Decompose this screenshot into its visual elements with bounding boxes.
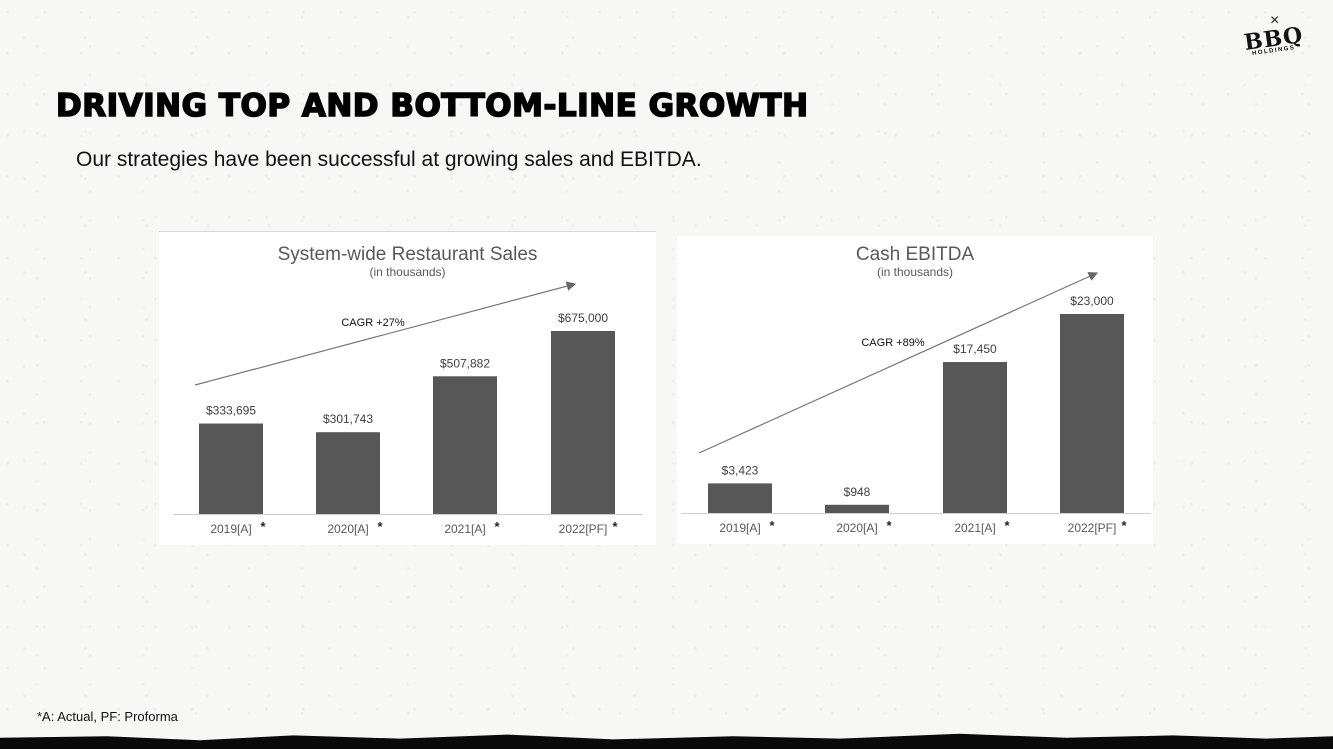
logo-x-mark: × <box>1270 12 1280 29</box>
tick-asterisk: * <box>1121 518 1127 533</box>
footnote: *A: Actual, PF: Proforma <box>37 709 178 724</box>
x-tick-label: 2021[A] <box>954 521 995 535</box>
sales-bar-chart: System-wide Restaurant Sales(in thousand… <box>173 244 643 536</box>
sales-chart-panel: System-wide Restaurant Sales (in thousand… <box>159 231 656 545</box>
bar-2019[A] <box>199 423 263 514</box>
ebitda-bar-chart: Cash EBITDA(in thousands) CAGR +89% $3,423… <box>681 244 1151 535</box>
x-tick-label: 2022[PF] <box>1068 521 1117 535</box>
chart-title: System-wide Restaurant Sales <box>278 244 538 265</box>
chart-subtitle: (in thousands) <box>369 265 445 279</box>
tick-asterisk: * <box>886 518 892 533</box>
ebitda-chart-panel: Cash EBITDA (in thousands) CAGR +89% $3,423… <box>677 236 1153 544</box>
data-label: $3,423 <box>722 463 759 477</box>
cagr-annotation: CAGR +89% <box>861 337 924 349</box>
bar-2020[A] <box>316 432 380 514</box>
cagr-trend-arrow <box>194 281 577 386</box>
x-tick-label: 2019[A] <box>210 522 251 536</box>
data-label: $507,882 <box>440 356 490 370</box>
page-subtitle: Our strategies have been successful at g… <box>76 148 702 171</box>
tick-asterisk: * <box>377 519 383 534</box>
bbq-holdings-logo: × BBQ HOLDINGS <box>1238 12 1316 60</box>
cagr-trend-arrow <box>698 272 1099 454</box>
x-tick-label: 2020[A] <box>836 521 877 535</box>
chart-title: Cash EBITDA <box>856 244 975 265</box>
data-label: $301,743 <box>323 412 373 426</box>
x-tick-label: 2020[A] <box>327 522 368 536</box>
bar-2019[A] <box>708 483 772 513</box>
bar-2020[A] <box>825 504 889 513</box>
page-title: DRIVING TOP AND BOTTOM-LINE GROWTH <box>55 87 809 125</box>
cagr-annotation: CAGR +27% <box>341 317 404 329</box>
tick-asterisk: * <box>494 519 500 534</box>
x-tick-label: 2021[A] <box>444 522 485 536</box>
bottom-grunge-band <box>0 733 1333 749</box>
x-tick-label: 2019[A] <box>719 521 760 535</box>
data-label: $17,450 <box>953 342 997 356</box>
data-label: $333,695 <box>206 404 256 418</box>
tick-asterisk: * <box>769 518 775 533</box>
tick-asterisk: * <box>1004 518 1010 533</box>
data-label: $23,000 <box>1070 294 1114 308</box>
data-label: $948 <box>844 485 871 499</box>
tick-asterisk: * <box>260 519 266 534</box>
bar-2022[PF] <box>551 331 615 514</box>
bar-2022[PF] <box>1060 314 1124 513</box>
bar-2021[A] <box>433 376 497 514</box>
data-label: $675,000 <box>558 311 608 325</box>
chart-subtitle: (in thousands) <box>877 265 953 279</box>
bar-2021[A] <box>943 362 1007 513</box>
x-tick-label: 2022[PF] <box>559 522 608 536</box>
tick-asterisk: * <box>612 519 618 534</box>
